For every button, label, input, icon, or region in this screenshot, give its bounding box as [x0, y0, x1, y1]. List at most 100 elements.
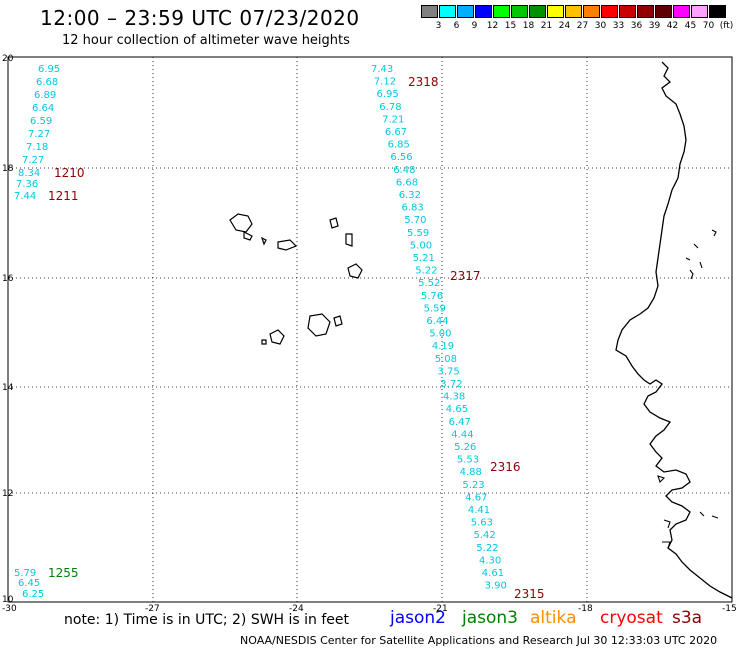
y-tick-label: 14 [2, 383, 14, 393]
cape-verde-islands [229, 213, 363, 345]
wave-height-value: 6.68 [36, 77, 58, 88]
y-tick-label: 20 [2, 54, 14, 64]
legend-swatch [475, 5, 492, 18]
pass-time-label: 2318 [408, 75, 439, 89]
africa-coastline [615, 61, 733, 599]
wave-height-value: 6.95 [38, 64, 60, 75]
wave-height-value: 5.52 [418, 278, 440, 289]
legend-swatch [547, 5, 564, 18]
legend-swatch [493, 5, 510, 18]
x-tick-label: -21 [433, 604, 448, 614]
wave-height-value: 5.76 [421, 291, 443, 302]
wave-height-value: 4.30 [479, 555, 501, 566]
legend-label: 12 [486, 21, 499, 31]
wave-height-value: 7.18 [26, 142, 48, 153]
wave-height-value: 6.45 [18, 578, 40, 589]
satellite-jason2: jason2 [390, 608, 446, 628]
wave-height-value: 6.83 [402, 203, 424, 214]
wave-height-value: 7.36 [16, 179, 38, 190]
legend-label: 42 [666, 21, 679, 31]
wave-height-value: 5.22 [476, 543, 498, 554]
wave-height-value: 6.68 [396, 177, 418, 188]
legend-label: 6 [453, 21, 460, 31]
x-tick-label: -24 [289, 604, 304, 614]
wave-height-value: 6.78 [379, 102, 401, 113]
satellite-jason3: jason3 [462, 608, 518, 628]
pass-time-label: 2316 [490, 460, 521, 474]
wave-height-value: 5.70 [404, 215, 426, 226]
wave-height-value: 4.19 [432, 341, 454, 352]
color-legend: 3 6 9 12 15 18 21 24 27 30 33 36 39 42 45 70 (ft) [421, 5, 733, 33]
x-tick-label: -27 [145, 604, 160, 614]
wave-height-value: 6.95 [377, 89, 399, 100]
wave-height-value: 6.67 [385, 127, 407, 138]
wave-height-value: 6.64 [32, 103, 54, 114]
wave-height-value: 7.21 [382, 114, 404, 125]
wave-height-value: 5.23 [462, 480, 484, 491]
legend-label: 33 [612, 21, 625, 31]
coast-islands [657, 229, 719, 549]
wave-height-value: 6.89 [34, 90, 56, 101]
wave-height-value: 7.27 [22, 155, 44, 166]
wave-height-value: 7.27 [28, 129, 50, 140]
wave-height-value: 7.43 [371, 64, 393, 75]
legend-swatch [439, 5, 456, 18]
pass-time-label: 1210 [54, 166, 85, 180]
legend-label: 27 [576, 21, 589, 31]
legend-label: 9 [471, 21, 478, 31]
wave-height-value: 5.00 [410, 240, 432, 251]
pass-time-label: 2317 [450, 269, 481, 283]
wave-height-value: 3.72 [440, 379, 462, 390]
legend-swatch [709, 5, 726, 18]
wave-height-value: 5.53 [457, 455, 479, 466]
y-tick-label: 10 [2, 595, 14, 605]
wave-height-value: 4.88 [460, 467, 482, 478]
legend-label: 30 [594, 21, 607, 31]
legend-label: 15 [504, 21, 517, 31]
wave-height-value: 6.56 [390, 152, 412, 163]
legend-label: 45 [684, 21, 697, 31]
pass-time-label: 1255 [48, 566, 79, 580]
legend-label: 3 [435, 21, 442, 31]
wave-height-value: 5.22 [415, 266, 437, 277]
legend-label: 24 [558, 21, 571, 31]
satellite-cryosat: cryosat [600, 608, 663, 628]
plot-frame [7, 56, 733, 603]
wave-height-value: 5.59 [424, 303, 446, 314]
legend-swatch [583, 5, 600, 18]
x-tick-label: -18 [578, 604, 593, 614]
y-tick-label: 12 [2, 489, 13, 499]
wave-height-value: 5.00 [429, 329, 451, 340]
wave-height-value: 7.12 [374, 77, 396, 88]
wave-height-value: 4.38 [443, 392, 465, 403]
x-tick-label: -15 [722, 604, 737, 614]
wave-height-value: 4.65 [446, 404, 468, 415]
y-tick-label: 18 [2, 164, 14, 174]
legend-label: 21 [540, 21, 553, 31]
altimeter-tracks: 6.95 6.68 6.89 6.64 6.59 7.27 7.18 7.27 8.347.36… [14, 64, 545, 601]
wave-height-value: 5.26 [454, 442, 476, 453]
wave-height-value: 4.41 [468, 505, 490, 516]
wave-height-value: 4.44 [451, 429, 473, 440]
map-title: 12:00 – 23:59 UTC 07/23/2020 [40, 6, 360, 30]
legend-swatch [619, 5, 636, 18]
legend-label: 18 [522, 21, 535, 31]
legend-swatch [529, 5, 546, 18]
map-subtitle: 12 hour collection of altimeter wave hei… [62, 33, 350, 48]
wave-height-value: 6.48 [393, 165, 415, 176]
footer-credit: NOAA/NESDIS Center for Satellite Applica… [240, 634, 718, 647]
wave-height-value: 6.32 [399, 190, 421, 201]
wave-height-value: 6.47 [449, 417, 471, 428]
legend-swatch [457, 5, 474, 18]
wave-height-value: 5.63 [471, 518, 493, 529]
wave-height-value: 3.75 [438, 366, 460, 377]
x-tick-label: -30 [2, 604, 17, 614]
wave-height-value: 7.44 [14, 191, 36, 202]
legend-swatch [565, 5, 582, 18]
legend-label: (ft) [719, 21, 734, 31]
wave-height-value: 4.61 [482, 568, 504, 579]
legend-label: 36 [630, 21, 643, 31]
legend-swatch [421, 5, 438, 18]
wave-height-value: 5.21 [413, 253, 435, 264]
